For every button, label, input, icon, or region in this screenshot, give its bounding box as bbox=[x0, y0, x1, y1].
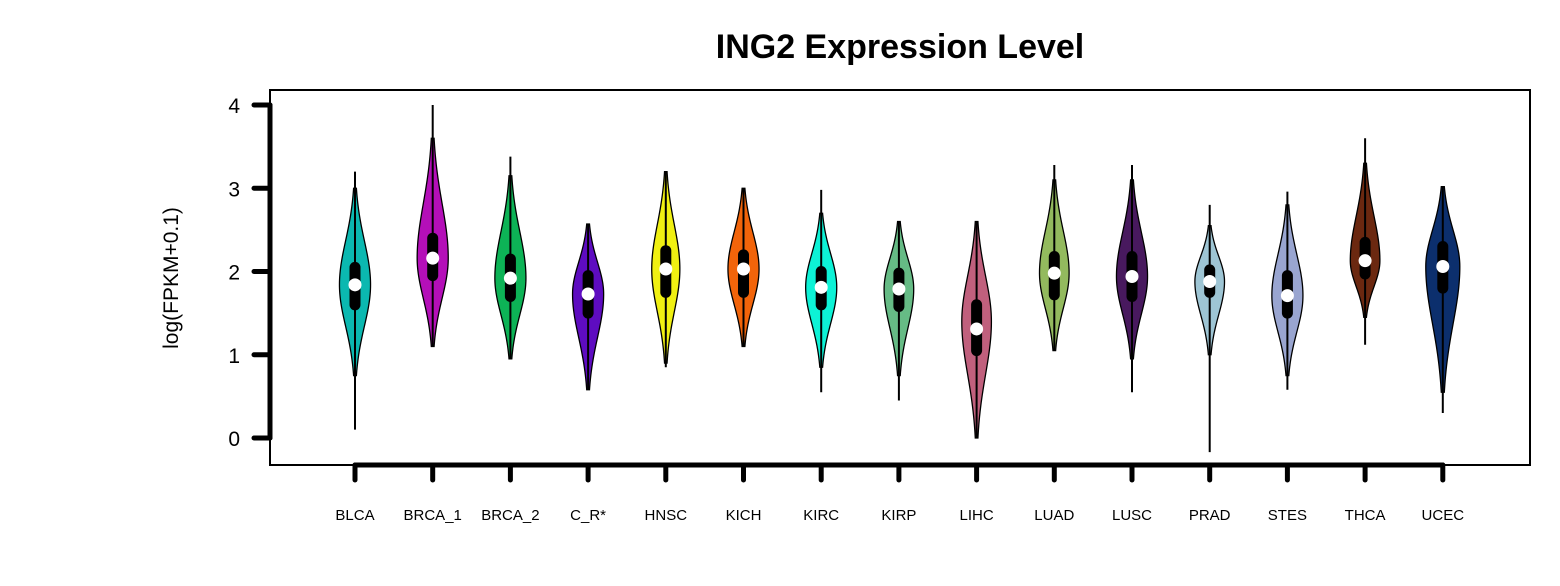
y-axis: 0 1 2 3 4 bbox=[228, 95, 273, 451]
y-tick-label: 4 bbox=[228, 95, 240, 118]
violin-lihc bbox=[961, 220, 993, 439]
median-point bbox=[348, 278, 362, 292]
median-point bbox=[1280, 289, 1294, 303]
median-point bbox=[1203, 274, 1217, 288]
median-point bbox=[1436, 260, 1450, 274]
violin-brca-1 bbox=[416, 105, 449, 348]
median-point bbox=[426, 251, 440, 265]
median-point bbox=[970, 322, 984, 336]
y-tick-label: 2 bbox=[228, 262, 240, 285]
x-tick-label: C_R* bbox=[570, 507, 606, 524]
chart-title: ING2 Expression Level bbox=[716, 28, 1085, 66]
median-point bbox=[892, 282, 906, 296]
x-tick-label: KIRP bbox=[881, 507, 916, 524]
x-tick-label: STES bbox=[1268, 507, 1307, 524]
violin-lusc bbox=[1115, 164, 1149, 393]
median-point bbox=[503, 271, 517, 285]
y-tick-label: 0 bbox=[228, 428, 240, 451]
violin-kich bbox=[727, 187, 760, 348]
violin-prad bbox=[1194, 204, 1226, 453]
median-point bbox=[659, 262, 673, 276]
x-tick-label: KICH bbox=[726, 507, 762, 524]
violin-kirp bbox=[883, 220, 915, 401]
x-tick-label: THCA bbox=[1345, 507, 1386, 524]
x-tick-label: LUSC bbox=[1112, 507, 1152, 524]
y-tick-label: 3 bbox=[228, 178, 240, 201]
median-point bbox=[1358, 254, 1372, 268]
x-tick-label: PRAD bbox=[1189, 507, 1231, 524]
median-point bbox=[1047, 266, 1061, 280]
median-point bbox=[814, 280, 828, 294]
violin-series bbox=[338, 105, 1461, 453]
y-tick-label: 1 bbox=[228, 345, 240, 368]
y-axis-label: log(FPKM+0.1) bbox=[160, 207, 183, 349]
x-tick-label: UCEC bbox=[1422, 507, 1465, 524]
x-tick-label: KIRC bbox=[803, 507, 839, 524]
x-tick-label: LIHC bbox=[960, 507, 994, 524]
violin-thca bbox=[1349, 138, 1381, 345]
x-tick-label: BRCA_1 bbox=[404, 507, 462, 524]
violin-kirc bbox=[805, 189, 838, 393]
violin-luad bbox=[1038, 164, 1070, 352]
x-axis: BLCA BRCA_1 BRCA_2 C_R* HNSC KICH KIRC KIRP LIHC… bbox=[335, 462, 1465, 524]
x-tick-label: BLCA bbox=[335, 507, 374, 524]
x-tick-label: BRCA_2 bbox=[481, 507, 539, 524]
violin-c-r- bbox=[571, 223, 605, 391]
violin-brca-2 bbox=[494, 156, 527, 360]
violin-hnsc bbox=[651, 170, 681, 368]
median-point bbox=[581, 287, 595, 301]
x-tick-label: HNSC bbox=[645, 507, 688, 524]
median-point bbox=[1125, 269, 1139, 283]
violin-blca bbox=[338, 171, 372, 430]
median-point bbox=[737, 262, 750, 276]
violin-stes bbox=[1271, 191, 1304, 390]
x-tick-label: LUAD bbox=[1034, 507, 1074, 524]
violin-ucec bbox=[1425, 185, 1461, 414]
